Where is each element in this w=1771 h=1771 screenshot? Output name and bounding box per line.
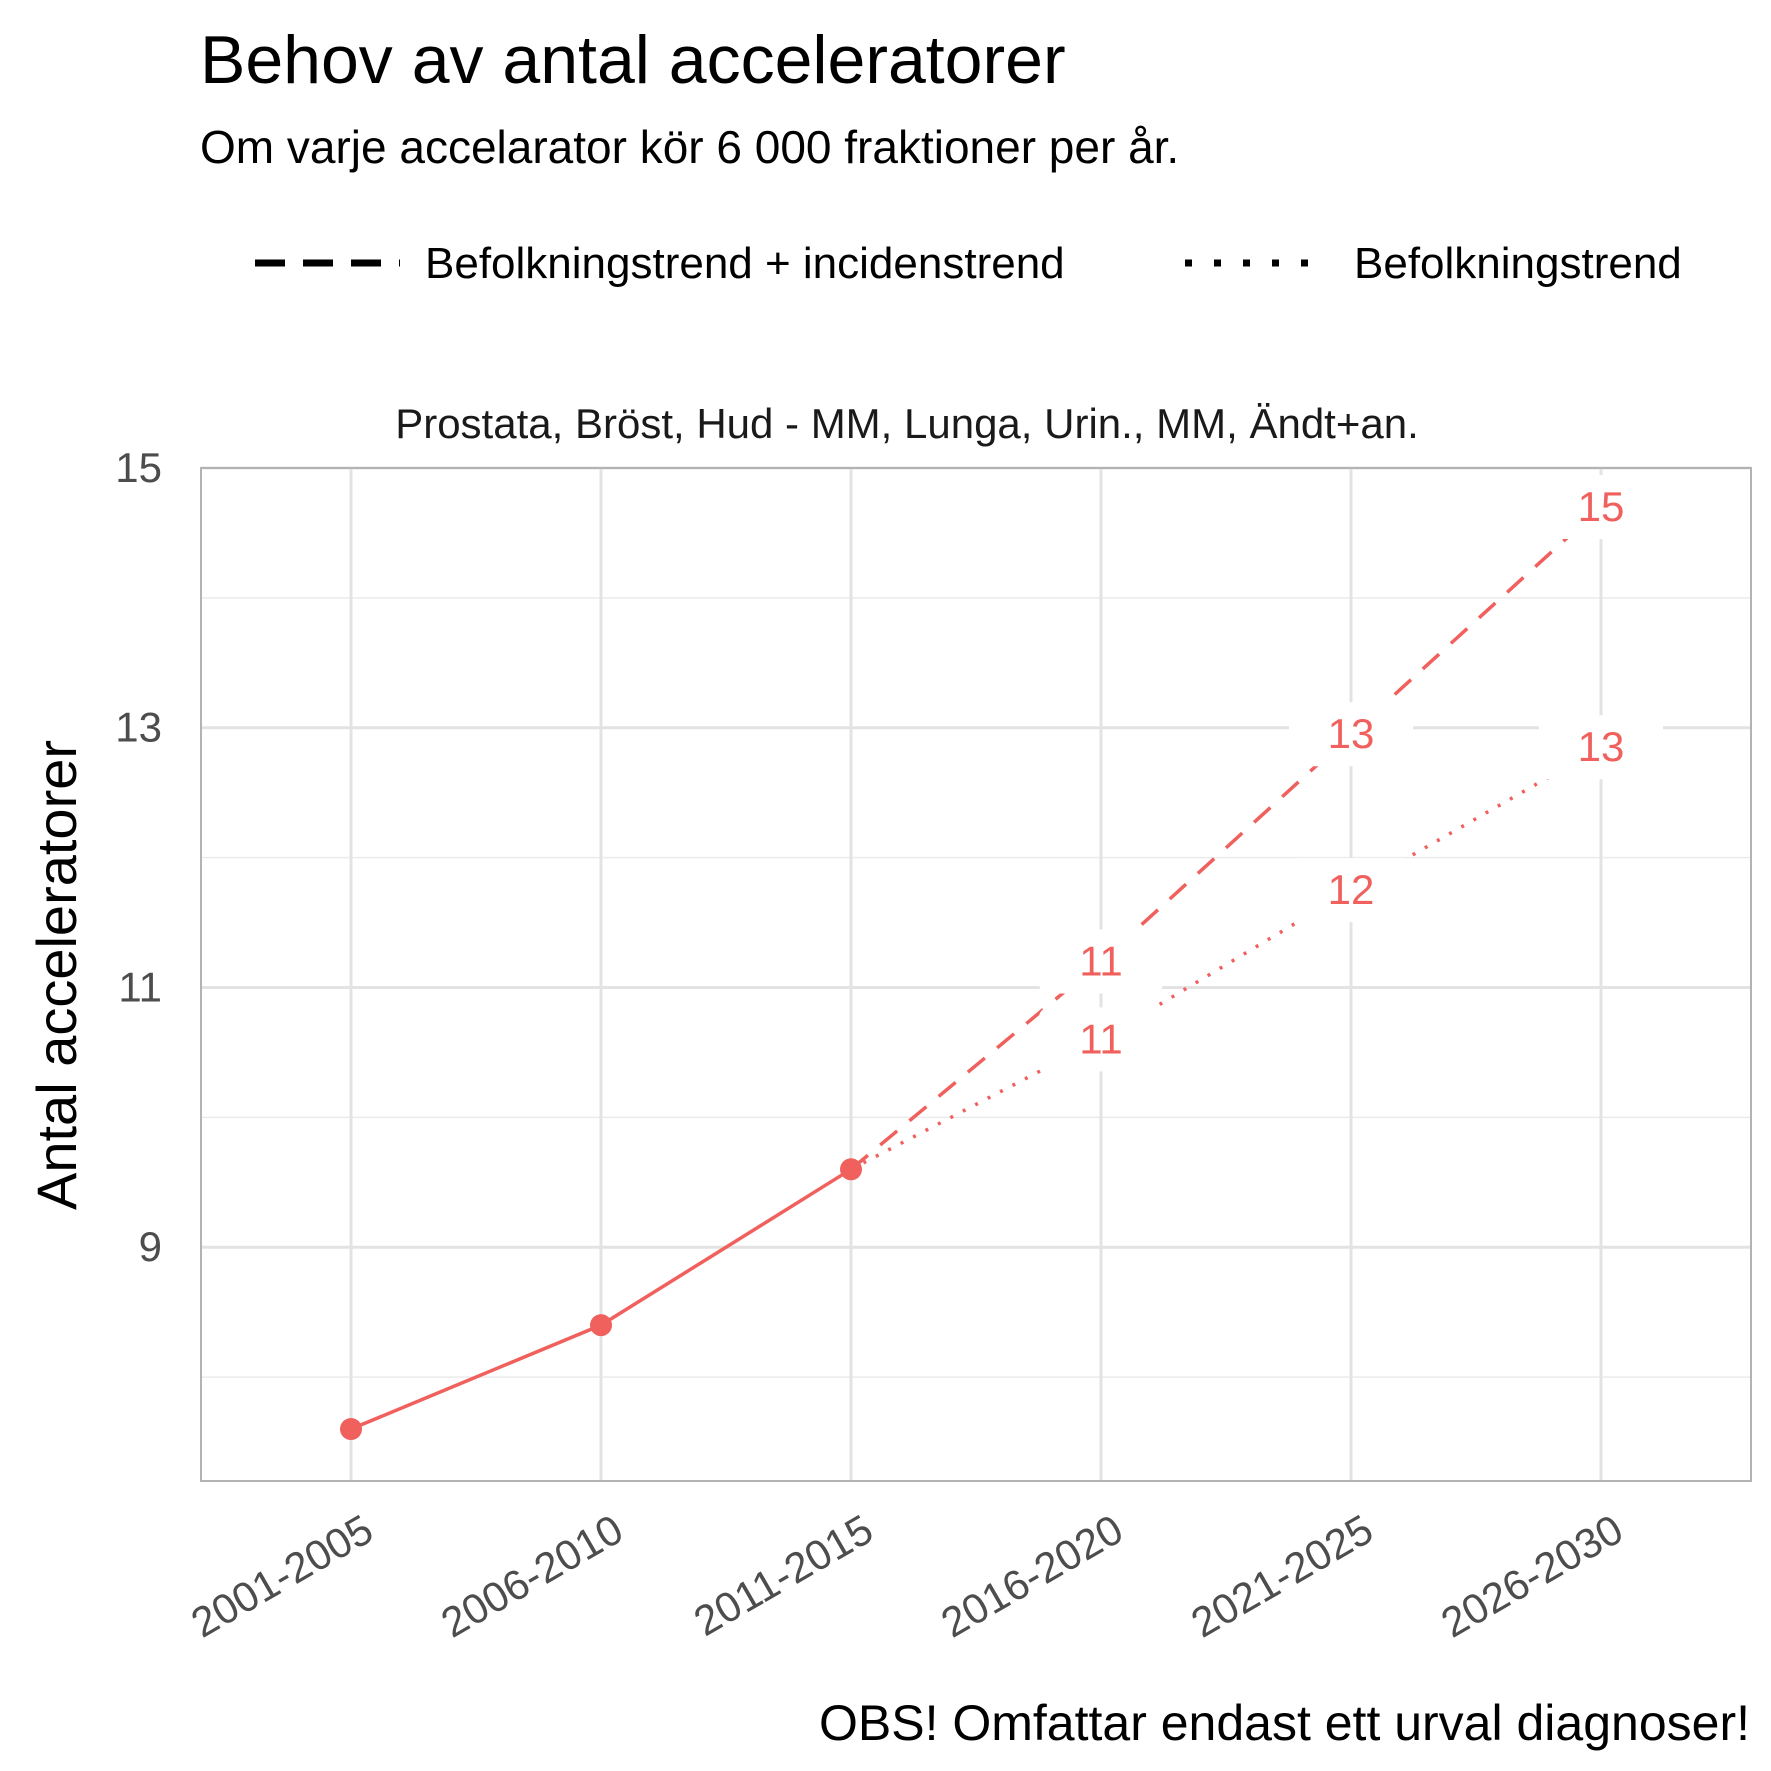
series-lines [350,505,1603,1431]
data-label-bg [1039,929,1163,994]
y-tick-label: 13 [115,704,162,751]
y-axis-title: Antal acceleratorer [25,740,88,1210]
x-tick-label: 2001-2005 [183,1505,380,1646]
panel-border [200,467,1752,1482]
data-labels: 11 13 15 11 12 13 [1079,483,1624,1062]
data-label-bg [1039,1007,1163,1072]
x-tick-label: 2011-2015 [686,1505,881,1645]
data-label-bg [1289,702,1413,767]
series-points [340,1158,862,1441]
data-label-bg [1539,474,1663,539]
data-label: 13 [1328,710,1375,757]
series-line-dotted [850,745,1602,1171]
facet-label: Prostata, Bröst, Hud - MM, Lunga, Urin.,… [395,400,1419,447]
x-tick-label: 2026-2030 [1433,1505,1630,1646]
data-label: 12 [1328,866,1375,913]
chart-subtitle: Om varje accelarator kör 6 000 fraktione… [200,121,1179,173]
data-label: 15 [1578,483,1625,530]
chart-title: Behov av antal acceleratorer [200,22,1066,98]
y-axis: 9 11 13 15 [115,444,162,1270]
data-point [340,1418,362,1441]
data-point [590,1314,612,1337]
x-tick-label: 2006-2010 [433,1505,630,1646]
legend-label-dotted: Befolkningstrend [1354,239,1682,288]
data-label: 11 [1079,938,1123,985]
data-point [840,1158,862,1181]
legend: Befolkningstrend + incidenstrend Befolkn… [255,239,1682,288]
data-label-backgrounds [1039,474,1663,1072]
legend-label-dashed: Befolkningstrend + incidenstrend [425,239,1065,288]
data-label-bg [1289,858,1413,923]
y-tick-label: 9 [139,1223,162,1270]
x-tick-label: 2016-2020 [933,1505,1130,1646]
data-label: 11 [1079,1015,1123,1062]
series-line-dashed [849,505,1603,1171]
data-label-bg [1539,715,1663,780]
y-tick-label: 11 [118,963,162,1010]
y-tick-label: 15 [115,444,162,491]
data-label: 13 [1578,723,1625,770]
grid-lines [201,466,1751,1481]
chart-caption: OBS! Omfattar endast ett urval diagnoser… [819,1695,1750,1751]
x-tick-label: 2021-2025 [1183,1505,1380,1646]
x-axis: 2001-2005 2006-2010 2011-2015 2016-2020 2021… [183,1505,1630,1646]
